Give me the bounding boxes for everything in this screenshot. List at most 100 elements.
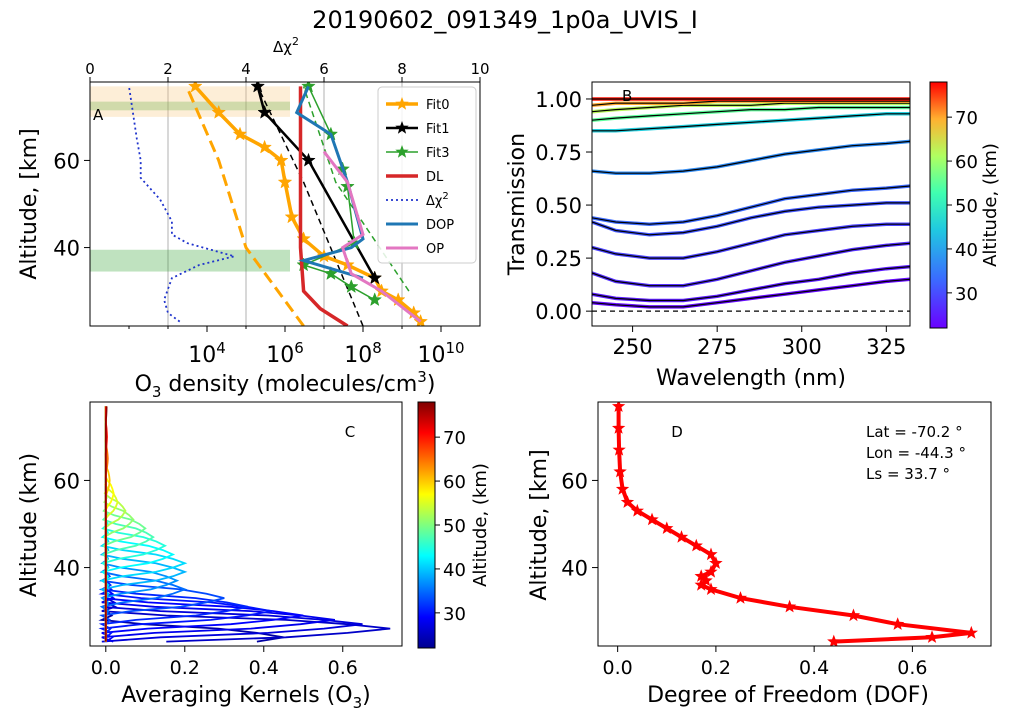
dof-marker <box>694 569 708 582</box>
panel-d-xlabel: Degree of Freedom (DOF) <box>647 683 929 708</box>
panel-c-plot-area <box>98 406 391 643</box>
dof-marker <box>964 625 978 639</box>
dof-marker <box>925 630 939 643</box>
dof-marker <box>704 547 718 561</box>
panel-a-top-tick-label: 6 <box>319 60 329 78</box>
panel-a-plot-area <box>90 82 428 326</box>
spectrum-fit-line <box>592 113 910 132</box>
panel-b-xlabel: Wavelength (nm) <box>656 366 846 391</box>
series-marker-Fit1 <box>250 82 266 93</box>
panel-d-x-tick-label: 0.4 <box>799 657 829 679</box>
series-marker-Fit0 <box>232 126 248 141</box>
panel-c-xlabel: Averaging Kernels (O3) <box>121 683 370 711</box>
panel-a-y-tick-label: 60 <box>53 149 80 173</box>
legend-marker-Fit3 <box>395 145 409 158</box>
panel-d-frame <box>597 401 992 647</box>
panel-c-x-tick-label: 0.6 <box>328 657 358 679</box>
spectrum-line <box>592 222 910 260</box>
panel-c-frame <box>89 401 403 647</box>
panel-d-letter: D <box>671 423 683 441</box>
colorbar-c-gradient <box>417 401 436 649</box>
spectrum-fit-line <box>592 278 910 308</box>
legend-marker-Fit0 <box>395 97 409 110</box>
legend-label-Fit3: Fit3 <box>426 146 450 161</box>
dof-marker <box>620 495 635 508</box>
legend-marker-Fit1 <box>395 121 409 134</box>
dof-marker <box>612 442 626 456</box>
panel-c-x-tick-label: 0.4 <box>249 657 279 679</box>
series-line-DL <box>298 86 349 326</box>
panel-b-y-tick-label: 0.75 <box>535 141 582 165</box>
panel-a-x-tick-label: 1010 <box>417 339 464 368</box>
colorbar-b-tick-label: 30 <box>955 284 978 305</box>
shaded-band <box>90 101 290 111</box>
panel-d-y-tick-label: 60 <box>561 469 588 493</box>
spectrum-fit-line <box>592 100 910 106</box>
panel-b-x-tick-label: 275 <box>697 335 737 359</box>
panel-d-x-tick-label: 0.6 <box>897 657 927 679</box>
colorbar-b-tick-label: 60 <box>955 152 978 173</box>
reference-line <box>185 85 305 326</box>
panel-c-y-tick-label: 40 <box>53 557 80 581</box>
dof-marker <box>704 582 718 595</box>
colorbar-b-tick-label: 50 <box>955 196 978 217</box>
dof-marker <box>699 573 713 587</box>
panel-a-top-tick-label: 10 <box>470 60 489 78</box>
panel-a-top-tick-label: 0 <box>85 60 95 78</box>
colorbar-b: Altitude, (km) <box>929 81 1001 329</box>
figure-title: 20190602_091349_1p0a_UVIS_I <box>312 6 698 34</box>
series-marker-Fit1 <box>301 152 316 167</box>
series-marker-Fit1 <box>257 104 272 119</box>
dof-marker <box>689 538 703 552</box>
colorbar-c-tick-label: 60 <box>443 472 466 493</box>
panel-b-plot-area <box>592 97 910 312</box>
series-line-Fit1 <box>256 86 376 279</box>
shaded-band <box>90 249 290 272</box>
spectrum-fit-line <box>592 102 910 113</box>
panel-d-annotation: Lon = -44.3 ° <box>866 444 966 462</box>
panel-d-ylabel: Altitude, [km] <box>527 449 552 600</box>
colorbar-c-tick-label: 50 <box>443 516 466 537</box>
panel-a-top-axis-label: Δχ2 <box>273 35 299 56</box>
panel-a-letter: A <box>93 106 104 124</box>
panel-a-legend: Fit0 Fit1 Fit3 DL Δχ2 DOP OP <box>377 86 477 264</box>
legend-label-DOP: DOP <box>426 218 454 233</box>
panel-a-y-tick-label: 40 <box>53 237 80 261</box>
dof-marker <box>615 482 630 495</box>
dof-marker <box>827 634 841 646</box>
spectrum-line <box>592 241 910 288</box>
colorbar-b-tick-label: 70 <box>955 108 978 129</box>
panel-a-xlabel: O3 density (molecules/cm3) <box>135 368 436 401</box>
dof-marker <box>704 564 718 578</box>
panel-d-annotation: Ls = 33.7 ° <box>866 465 950 483</box>
colorbar-c-label: Altitude, (km) <box>470 463 491 587</box>
panel-a-x-tick-label: 106 <box>266 339 304 368</box>
colorbar-c-tick-label: 70 <box>443 428 466 449</box>
dof-marker <box>645 512 659 526</box>
spectrum-fit-line <box>592 106 910 121</box>
panel-a-ylabel: Altitude, [km] <box>17 128 42 279</box>
panel-b-letter: B <box>622 87 632 105</box>
panel-c-letter: C <box>345 423 355 441</box>
colorbar-b-tick-label: 40 <box>955 240 978 261</box>
panel-c-x-tick-label: 0.2 <box>170 657 200 679</box>
panel-b-ylabel: Transmission <box>505 133 530 276</box>
dof-line <box>616 406 972 644</box>
series-marker-Fit0 <box>277 174 293 189</box>
panel-c-ylabel: Altitude (km) <box>17 453 42 597</box>
panel-d-annotation: Lat = -70.2 ° <box>866 423 963 441</box>
panel-c: C 40 60 Altitude (km) 0.0 0.2 0.4 0.6 Averaging … <box>17 401 466 711</box>
panel-b-y-tick-label: 0.00 <box>535 300 582 324</box>
dof-marker <box>613 464 627 478</box>
spectrum-fit-line <box>592 140 910 174</box>
panel-b-x-tick-label: 250 <box>613 335 653 359</box>
panel-b-y-tick-label: 0.25 <box>535 247 582 271</box>
kernel-line <box>104 406 108 642</box>
dof-marker <box>612 421 626 434</box>
series-marker-Fit0 <box>284 209 300 224</box>
spectrum-fit-line <box>592 266 910 302</box>
series-line-Δχ2 <box>128 86 238 323</box>
spectrum-fit-line <box>592 185 910 225</box>
